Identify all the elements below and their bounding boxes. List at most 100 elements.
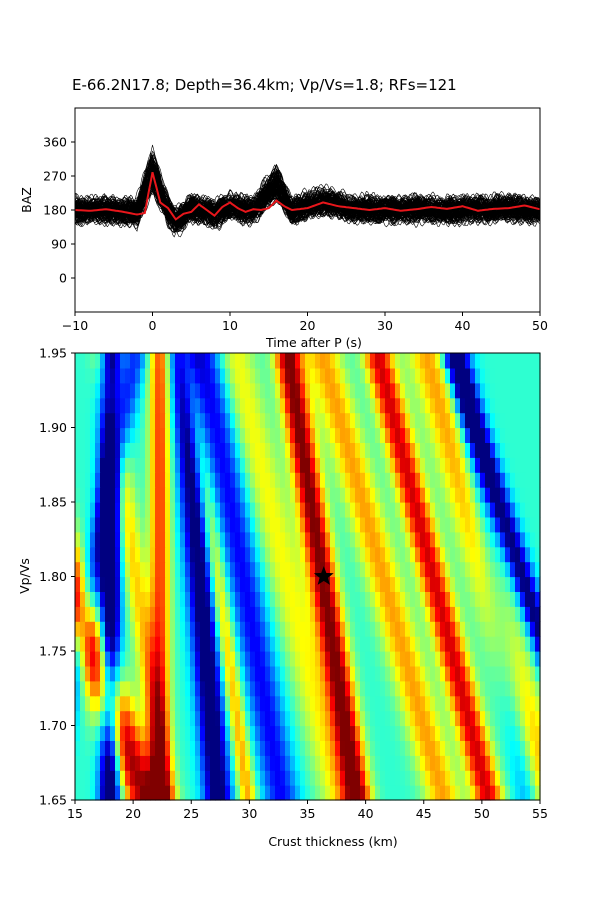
heatmap-cell (355, 531, 361, 548)
heatmap-cell (125, 382, 131, 399)
heatmap-cell (260, 725, 266, 741)
heatmap-cell (205, 576, 211, 592)
heatmap-cell (305, 502, 311, 518)
heatmap-cell (530, 680, 536, 697)
heatmap-cell (280, 636, 286, 652)
heatmap-cell (395, 353, 401, 369)
heatmap-cell (130, 576, 136, 592)
heatmap-cell (305, 457, 311, 473)
heatmap-cell (210, 367, 216, 384)
heatmap-cell (130, 651, 136, 667)
heatmap-cell (400, 770, 406, 786)
heatmap-cell (335, 680, 341, 697)
heatmap-cell (250, 457, 256, 473)
heatmap-cell (225, 785, 231, 801)
heatmap-cell (390, 427, 396, 443)
heatmap-cell (380, 353, 386, 369)
heatmap-cell (260, 502, 266, 518)
heatmap-cell (120, 770, 126, 786)
heatmap-cell (225, 755, 231, 771)
heatmap-cell (445, 665, 451, 682)
heatmap-cell (315, 531, 321, 548)
heatmap-cell (205, 755, 211, 771)
heatmap-cell (420, 636, 426, 652)
heatmap-cell (290, 740, 296, 756)
heatmap-cell (480, 621, 486, 637)
heatmap-cell (460, 710, 466, 727)
heatmap-cell (130, 353, 136, 369)
heatmap-cell (460, 367, 466, 384)
heatmap-cell (260, 367, 266, 384)
heatmap-cell (340, 442, 346, 458)
heatmap-cell (165, 606, 171, 622)
heatmap-cell (135, 412, 141, 429)
heatmap-cell (160, 561, 166, 578)
heatmap-cell (345, 546, 351, 563)
heatmap-cell (115, 665, 121, 682)
heatmap-cell (515, 502, 521, 518)
heatmap-cell (450, 561, 456, 578)
heatmap-cell (430, 561, 436, 578)
heatmap-cell (430, 651, 436, 667)
heatmap-cell (155, 457, 161, 473)
heatmap-cell (230, 546, 236, 563)
heatmap-cell (330, 770, 336, 786)
heatmap-cell (405, 785, 411, 801)
heatmap-cell (475, 621, 481, 637)
heatmap-cell (525, 442, 531, 458)
heatmap-cell (300, 636, 306, 652)
heatmap-cell (350, 636, 356, 652)
heatmap-cell (410, 546, 416, 563)
heatmap-cell (400, 591, 406, 607)
heatmap-cell (345, 397, 351, 414)
heatmap-cell (525, 606, 531, 622)
heatmap-cell (220, 695, 226, 712)
heatmap-cell (145, 531, 151, 548)
heatmap-cell (95, 397, 101, 414)
heatmap-cell (460, 546, 466, 563)
heatmap-cell (270, 502, 276, 518)
heatmap-cell (200, 397, 206, 414)
heatmap-cell (150, 427, 156, 443)
heatmap-cell (445, 606, 451, 622)
heatmap-cell (200, 531, 206, 548)
heatmap-cell (490, 397, 496, 414)
heatmap-cell (325, 472, 331, 488)
heatmap-cell (110, 680, 116, 697)
heatmap-cell (240, 755, 246, 771)
heatmap-cell (325, 516, 331, 533)
heatmap-cell (405, 531, 411, 548)
heatmap-cell (400, 680, 406, 697)
y-tick-label: 0 (59, 271, 67, 286)
heatmap-cell (405, 546, 411, 563)
heatmap-cell (475, 665, 481, 682)
heatmap-cell (240, 651, 246, 667)
heatmap-cell (90, 725, 96, 741)
heatmap-cell (385, 353, 391, 369)
heatmap-cell (400, 382, 406, 399)
heatmap-cell (385, 531, 391, 548)
heatmap-cell (110, 382, 116, 399)
heatmap-cell (235, 785, 241, 801)
heatmap-cell (535, 725, 541, 741)
heatmap-cell (385, 367, 391, 384)
heatmap-cell (395, 531, 401, 548)
heatmap-cell (340, 457, 346, 473)
heatmap-cell (490, 636, 496, 652)
heatmap-cell (430, 353, 436, 369)
heatmap-cell (140, 367, 146, 384)
heatmap-cell (100, 367, 106, 384)
heatmap-cell (355, 382, 361, 399)
heatmap-cell (535, 382, 541, 399)
heatmap-cell (375, 651, 381, 667)
heatmap-cell (490, 561, 496, 578)
heatmap-cell (190, 695, 196, 712)
heatmap-cell (360, 665, 366, 682)
heatmap-cell (500, 770, 506, 786)
heatmap-cell (205, 427, 211, 443)
heatmap-cell (395, 502, 401, 518)
heatmap-cell (325, 382, 331, 399)
heatmap-cell (220, 502, 226, 518)
heatmap-cell (420, 770, 426, 786)
heatmap-cell (365, 442, 371, 458)
